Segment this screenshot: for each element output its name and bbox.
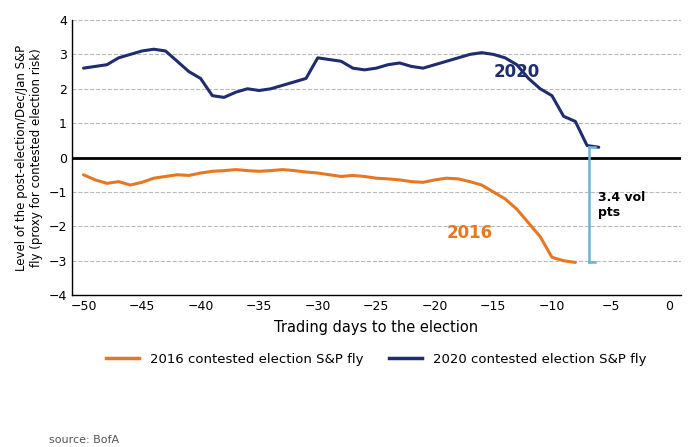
Text: source: BofA: source: BofA (49, 435, 119, 445)
X-axis label: Trading days to the election: Trading days to the election (274, 320, 478, 335)
Text: 3.4 vol
pts: 3.4 vol pts (598, 191, 645, 219)
Text: 2016: 2016 (447, 224, 493, 242)
Text: 2020: 2020 (494, 63, 540, 81)
Legend: 2016 contested election S&P fly, 2020 contested election S&P fly: 2016 contested election S&P fly, 2020 co… (101, 347, 652, 371)
Y-axis label: Level of the post-election/Dec/Jan S&P
fly (proxy for contested election risk): Level of the post-election/Dec/Jan S&P f… (15, 45, 43, 270)
